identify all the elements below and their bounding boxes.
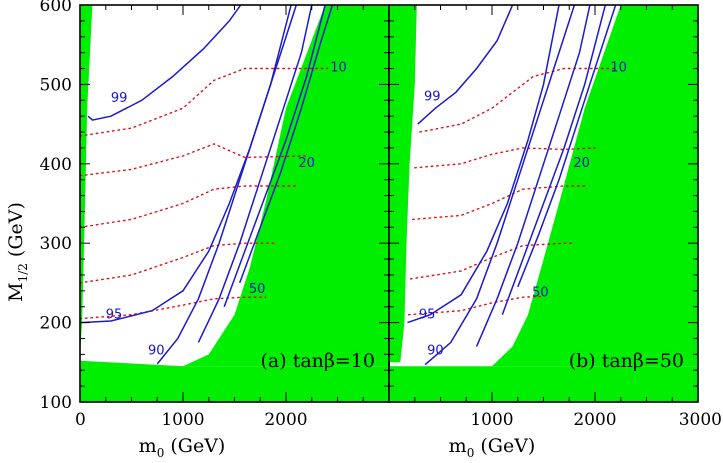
dotted-contour-2 [414,147,596,169]
y-tick-label: 300 [40,234,72,254]
excluded-region-left-strip [389,5,417,363]
contour-10 [517,5,617,288]
x-axis-label-a: m0 (GeV) [139,435,226,460]
panel-plot-area-a: 10 20 50 90 95 99 [80,5,389,402]
dotted-contour-3 [80,185,297,229]
contour-label-90: 90 [148,343,165,358]
y-tick-label: 500 [40,75,72,95]
excluded-region-right [183,5,389,402]
dotted-contour-3 [412,185,586,221]
x-tick-label: 2000 [573,410,616,430]
x-tick-label: 1000 [470,410,513,430]
dotted-contour-2 [80,143,308,177]
contour-label-50: 50 [532,285,549,300]
excluded-region-bottom [80,360,389,402]
panel-plot-area-b: 10 20 50 90 95 99 [389,5,698,402]
contour-10 [238,5,334,284]
dotted-contour-4 [80,242,277,284]
contour-label-99: 99 [424,89,441,104]
y-axis-label-main: M [5,282,27,301]
contour-label-20: 20 [298,156,315,171]
x-tick-label: 2000 [264,410,307,430]
y-tick-label: 100 [40,393,72,413]
contour-99 [417,5,514,125]
contour-label-50: 50 [249,282,266,297]
panel-label-b: (b) tanβ=50 [569,350,684,372]
y-tick-label: 400 [40,155,72,175]
contour-label-20: 20 [573,156,590,171]
excluded-region-right [492,5,698,402]
contour-50 [475,5,591,347]
contour-label-90: 90 [427,343,444,358]
contour-20 [501,5,607,315]
excluded-region-bottom [389,366,698,402]
panel-label-a: (a) tanβ=10 [261,350,375,372]
dotted-contour-1 [80,67,328,137]
contour-label-10: 10 [330,61,347,76]
contour-label-10: 10 [610,61,627,76]
y-tick-label: 600 [40,0,72,16]
y-axis-label-unit: (GeV) [5,202,27,257]
x-axis-label-b: m0 (GeV) [449,435,536,460]
svg-text:M1/2 (GeV): M1/2 (GeV) [5,202,30,302]
excluded-region-left-strip [80,5,93,355]
contour-label-95: 95 [106,308,123,323]
contour-20 [223,5,326,307]
contour-90 [156,5,298,365]
contour-label-95: 95 [419,308,436,323]
dotted-contour-5 [80,296,267,320]
dotted-contour-1 [419,67,617,133]
panel-b: 10 20 50 90 95 99 1000 2000 3000 (b) tanβ=50 [388,4,722,430]
x-tick-label: 0 [75,410,86,430]
contour-50 [197,5,313,343]
contour-label-99: 99 [111,91,128,106]
contour-99 [87,5,242,121]
dotted-contour-4 [409,242,576,280]
dotted-contour-5 [407,295,545,316]
contour-90 [424,5,576,366]
panel-a: 10 20 50 90 95 99 0 1000 2000 100 200 300 400 500 600 (… [40,0,390,430]
y-axis-label: M1/2 (GeV) [5,202,30,302]
x-tick-label: 3000 [679,410,722,430]
contour-95 [407,5,560,324]
y-axis-label-sub: 1/2 [16,263,30,282]
x-tick-label: 1000 [161,410,204,430]
y-tick-label: 200 [40,314,72,334]
